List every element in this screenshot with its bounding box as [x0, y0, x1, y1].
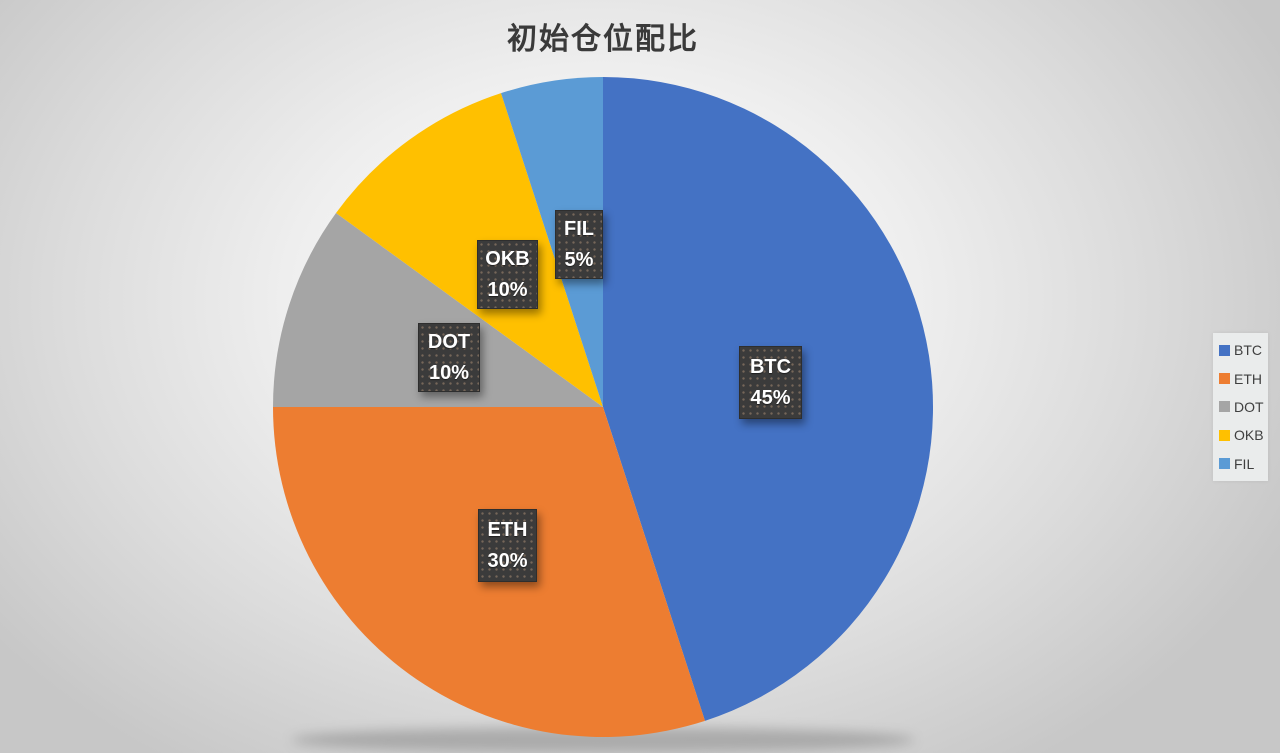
data-label-eth: ETH 30%	[478, 509, 537, 582]
pie-slice-okb[interactable]	[336, 93, 603, 408]
legend-item-label: BTC	[1234, 342, 1262, 359]
data-label-fil: FIL 5%	[555, 210, 603, 279]
legend-item-okb[interactable]: OKB	[1213, 427, 1268, 443]
data-label-okb: OKB 10%	[477, 240, 538, 309]
data-label-dot: DOT 10%	[418, 323, 480, 392]
data-label-btc-name: BTC	[749, 355, 792, 378]
data-label-btc: BTC 45%	[739, 346, 802, 419]
data-label-eth-name: ETH	[487, 518, 528, 541]
legend-item-label: ETH	[1234, 370, 1262, 387]
data-label-fil-value: 5%	[564, 248, 594, 271]
legend: BTC ETH DOT OKB FIL	[1213, 333, 1268, 481]
data-label-dot-name: DOT	[427, 330, 471, 353]
data-label-okb-name: OKB	[485, 247, 530, 270]
legend-item-btc[interactable]: BTC	[1213, 342, 1268, 358]
legend-swatch-btc	[1219, 344, 1230, 356]
data-label-fil-name: FIL	[564, 217, 594, 240]
data-label-dot-value: 10%	[428, 361, 470, 384]
legend-swatch-fil	[1219, 458, 1230, 470]
data-label-okb-value: 10%	[487, 278, 528, 301]
pie-slices	[273, 76, 934, 738]
pie-slice-dot[interactable]	[273, 213, 603, 407]
legend-swatch-eth	[1219, 373, 1230, 385]
legend-item-eth[interactable]: ETH	[1213, 371, 1268, 387]
legend-swatch-okb	[1219, 429, 1230, 441]
data-label-btc-value: 45%	[750, 386, 791, 409]
legend-item-dot[interactable]: DOT	[1213, 399, 1268, 415]
legend-item-label: OKB	[1234, 427, 1264, 444]
legend-item-label: DOT	[1234, 398, 1264, 415]
legend-item-label: FIL	[1234, 455, 1255, 472]
pie-slice-fil[interactable]	[501, 77, 603, 407]
legend-item-fil[interactable]: FIL	[1213, 456, 1268, 472]
pie-shadow	[291, 727, 915, 753]
chart-title: 初始仓位配比	[507, 23, 699, 56]
legend-swatch-dot	[1219, 401, 1230, 413]
data-label-eth-value: 30%	[487, 549, 528, 572]
